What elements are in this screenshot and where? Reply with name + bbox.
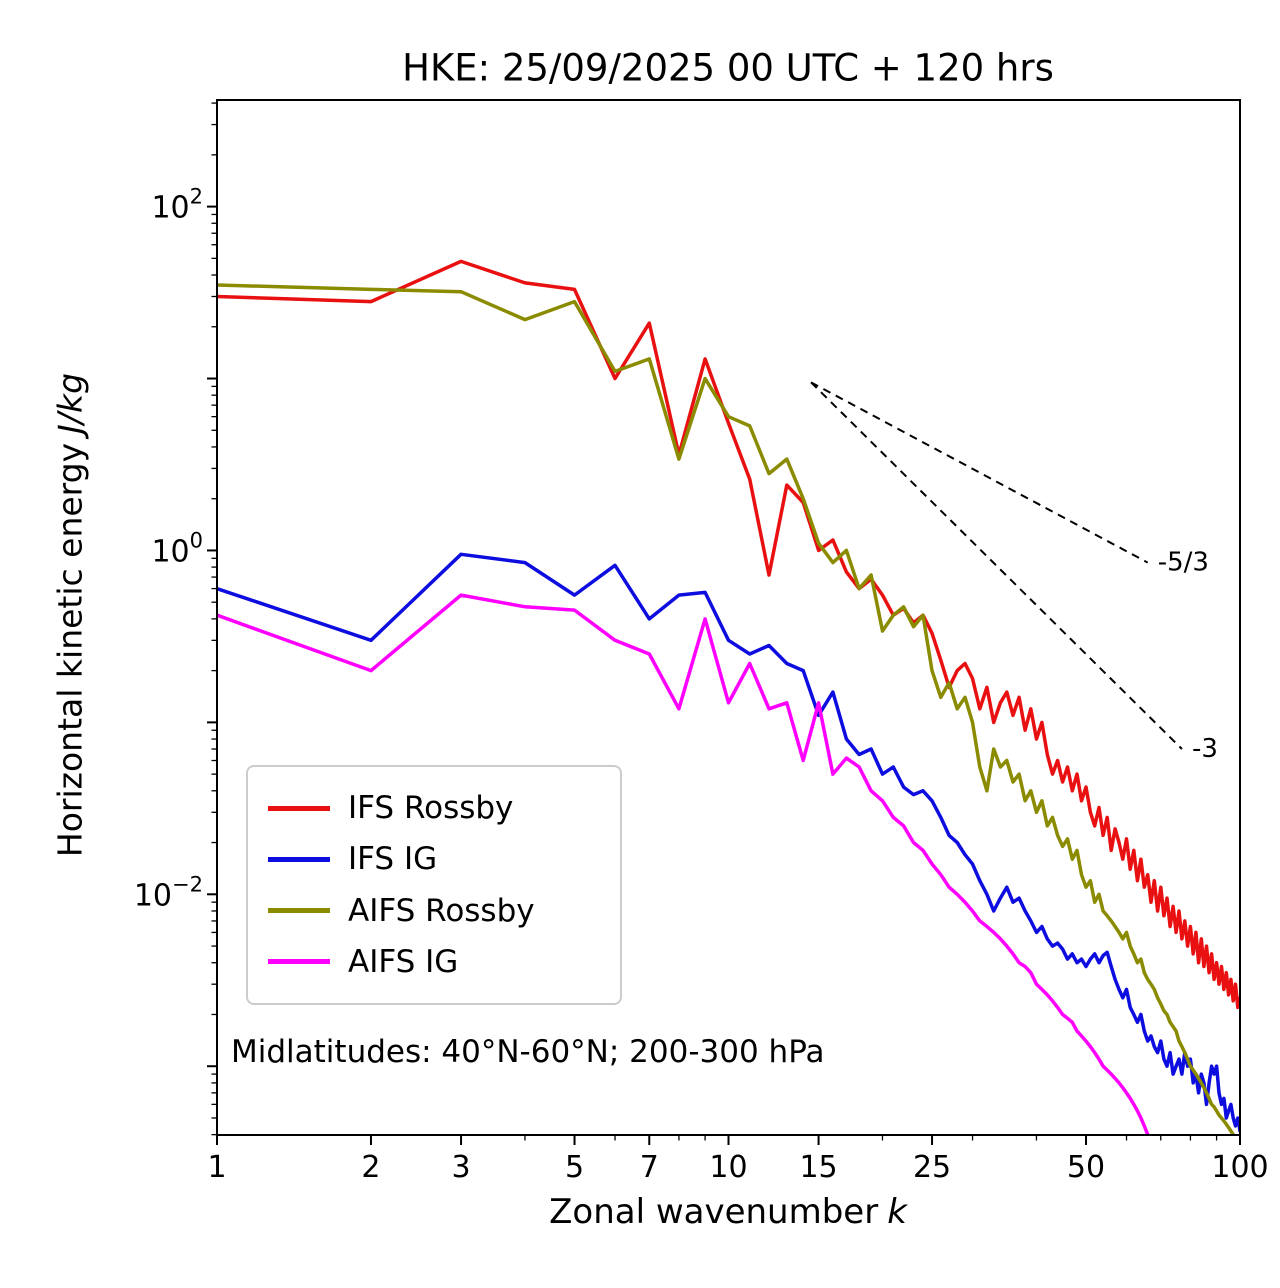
region-annotation: Midlatitudes: 40°N-60°N; 200-300 hPa	[231, 1034, 825, 1070]
legend-label: AIFS IG	[348, 943, 459, 980]
x-tick-label: 1	[207, 1150, 226, 1185]
slope-guide-label: -3	[1192, 734, 1218, 764]
y-tick-label: 102	[151, 185, 203, 226]
x-axis-label: Zonal wavenumber k	[549, 1192, 907, 1232]
y-axis-label-units: J/kg	[50, 372, 90, 434]
legend-swatch	[268, 856, 330, 862]
legend-item-ifs-rossby: IFS Rossby	[268, 783, 600, 833]
legend-item-aifs-rossby: AIFS Rossby	[268, 886, 600, 936]
y-tick-label: 100	[151, 528, 203, 569]
legend-swatch	[268, 908, 330, 914]
x-axis-label-text: Zonal wavenumber	[549, 1192, 879, 1232]
x-tick-label: 3	[452, 1150, 471, 1185]
y-axis-label-text: Horizontal kinetic energy	[50, 442, 90, 858]
slope-guide-label: -5/3	[1158, 548, 1209, 578]
legend-label: IFS Rossby	[348, 790, 514, 826]
x-tick-label: 25	[913, 1150, 951, 1185]
legend-item-ifs-ig: IFS IG	[268, 834, 600, 884]
legend-label: IFS IG	[348, 841, 438, 878]
legend-label: AIFS Rossby	[348, 892, 535, 929]
legend: IFS Rossby IFS IG AIFS Rossby AIFS IG	[246, 765, 622, 1005]
x-tick-label: 15	[799, 1150, 837, 1185]
x-tick-label: 7	[640, 1150, 659, 1185]
legend-item-aifs-ig: AIFS IG	[268, 937, 600, 987]
series-aifs-ig	[217, 593, 1150, 1135]
series-ifs-rossby	[217, 259, 1240, 1010]
y-axis-label: Horizontal kinetic energy J/kg	[51, 373, 90, 857]
series-aifs-rossby	[217, 283, 1236, 1135]
x-tick-label: 10	[709, 1150, 747, 1185]
legend-swatch	[268, 805, 330, 811]
slope-guide-line--3	[810, 381, 1183, 750]
legend-swatch	[268, 959, 330, 965]
x-tick-label: 50	[1067, 1150, 1105, 1185]
slope-guide-line--5/3	[810, 381, 1149, 564]
x-tick-label: 100	[1211, 1150, 1268, 1185]
chart-title: HKE: 25/09/2025 00 UTC + 120 hrs	[402, 46, 1054, 90]
y-tick-label: 10−2	[134, 872, 203, 913]
x-tick-label: 5	[565, 1150, 584, 1185]
x-axis-label-symbol: k	[887, 1192, 907, 1232]
x-tick-label: 2	[361, 1150, 380, 1185]
